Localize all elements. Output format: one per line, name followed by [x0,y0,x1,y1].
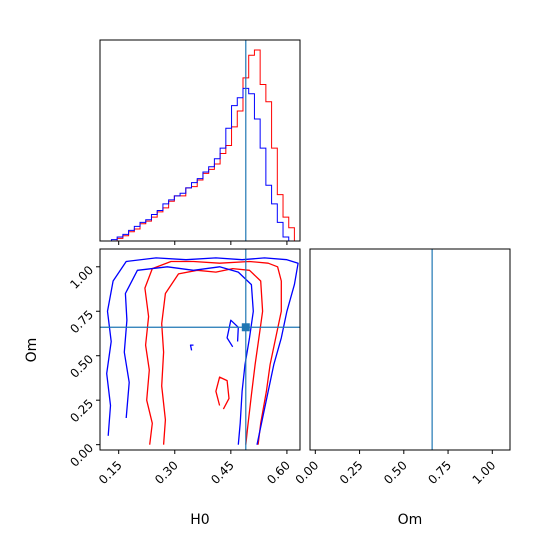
contour-red-level-2 [215,376,230,410]
contour-x-tick-label: 0.30 [152,458,181,487]
hist-h0-panel [99,39,301,245]
contour-y-tick-label: 0.25 [67,396,96,425]
x-axis-label-h0: H0 [190,512,209,528]
contour-y-tick-label: 0.50 [67,352,96,381]
contour-red-level-0 [144,260,282,445]
hist-om-x-tick-label: 0.50 [381,458,410,487]
hist-om-x-tick-label: 0.75 [425,458,454,487]
contour-x-tick-label: 0.60 [264,458,293,487]
y-axis-label-om: Om [24,338,40,363]
hist-om-x-tick-label: 1.00 [470,458,499,487]
hist-h0-series-blue [100,87,295,242]
contour-y-tick-label: 0.75 [67,307,96,336]
hist-om-x-tick-label: 0.00 [293,458,322,487]
hist-om-frame [309,248,511,451]
hist-om-panel: 0.00 0.25 0.50 0.75 1.00 [293,248,511,487]
contour-frame [99,248,301,451]
contour-red-level-1 [161,267,264,445]
x-axis-label-om: Om [398,512,423,528]
h0-om-contour-panel: 0.15 0.30 0.45 0.60 0.00 0.25 0.50 0.75 1.00 [67,248,301,487]
hist-h0-frame [99,39,301,242]
contour-group [106,257,299,445]
contour-x-tick-label: 0.45 [208,458,237,487]
hist-h0-series-red [100,49,295,242]
hist-om-x-tick-label: 0.25 [337,458,366,487]
contour-blue-level-2 [226,319,239,348]
contour-blue-level-3 [189,344,194,351]
contour-blue-level-0 [106,257,299,445]
contour-x-tick-label: 0.15 [96,458,125,487]
contour-y-tick-label: 1.00 [67,263,96,292]
contour-y-tick-label: 0.00 [67,441,96,470]
truth-marker [241,323,250,332]
contour-blue-level-1 [123,266,254,445]
